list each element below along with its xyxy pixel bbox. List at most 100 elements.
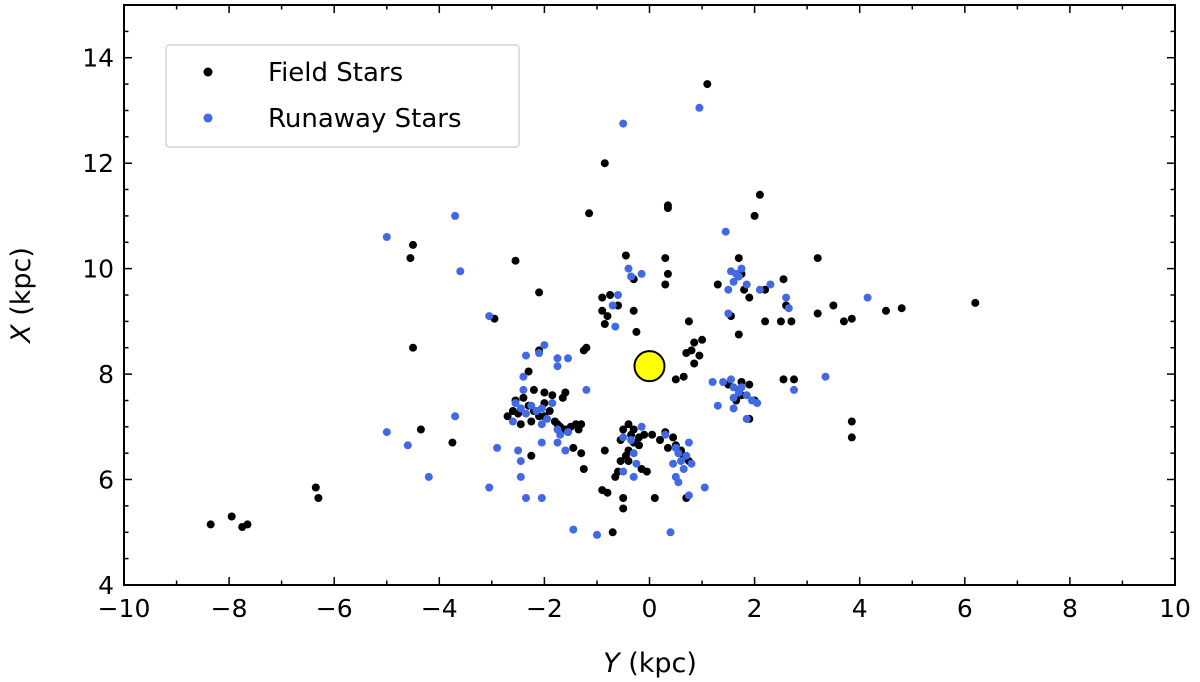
field-stars-point xyxy=(577,449,586,458)
field-stars-point xyxy=(548,391,557,400)
field-stars-point xyxy=(527,451,536,460)
field-stars-point xyxy=(750,211,759,220)
y-tick-label: 12 xyxy=(82,149,114,178)
field-stars-point xyxy=(409,240,417,249)
field-stars-point xyxy=(608,528,617,537)
field-stars-point xyxy=(524,367,533,376)
runaway-stars-point xyxy=(637,422,646,431)
field-stars-point xyxy=(503,412,512,421)
runaway-stars-point xyxy=(543,414,551,423)
runaway-stars-point xyxy=(742,391,751,400)
runaway-stars-point xyxy=(540,341,549,350)
field-stars-point xyxy=(519,393,528,402)
field-stars-point xyxy=(734,254,743,263)
x-tick-label: 0 xyxy=(642,594,658,623)
field-stars-point xyxy=(745,380,754,389)
runaway-stars-point xyxy=(493,443,502,452)
runaway-stars-point xyxy=(508,417,517,426)
x-axis-label: Y (kpc) xyxy=(603,648,697,679)
field-stars-point xyxy=(206,520,215,529)
x-tick-label: 4 xyxy=(852,594,868,623)
field-stars-point xyxy=(606,291,615,299)
runaway-stars-point xyxy=(527,401,536,410)
field-stars-point xyxy=(642,467,651,476)
field-stars-point xyxy=(603,312,612,321)
runaway-stars-point xyxy=(729,277,738,286)
legend-marker-runaway-stars xyxy=(203,113,213,123)
field-stars-point xyxy=(416,425,425,434)
runaway-stars-point xyxy=(537,420,546,429)
runaway-stars-point xyxy=(755,285,764,294)
runaway-stars-point xyxy=(737,264,746,273)
runaway-stars-point xyxy=(684,438,693,447)
field-stars-point xyxy=(619,504,628,513)
legend: Field Stars Runaway Stars xyxy=(165,44,520,148)
field-stars-point xyxy=(243,520,252,529)
runaway-stars-point xyxy=(451,412,460,421)
field-stars-point xyxy=(779,375,788,384)
field-stars-point xyxy=(882,306,890,315)
runaway-stars-point xyxy=(382,428,391,437)
runaway-stars-point xyxy=(614,291,622,299)
field-stars-point xyxy=(661,280,670,289)
field-stars-point xyxy=(847,314,856,323)
x-tick-label: −6 xyxy=(316,594,353,623)
legend-label-field-stars: Field Stars xyxy=(268,58,403,88)
field-stars-point xyxy=(897,304,906,313)
field-stars-point xyxy=(616,457,625,466)
runaway-stars-point xyxy=(403,441,412,450)
runaway-stars-point xyxy=(674,478,683,487)
x-tick-label: 10 xyxy=(1159,594,1191,623)
y-axis-label: X (kpc) xyxy=(6,247,37,345)
field-stars-point xyxy=(648,430,657,439)
runaway-stars-point xyxy=(537,404,546,413)
runaway-stars-point xyxy=(724,309,733,318)
field-stars-point xyxy=(632,327,641,336)
field-stars-point xyxy=(663,204,672,212)
runaway-stars-point xyxy=(729,404,738,413)
field-stars-point xyxy=(406,254,415,263)
field-stars-point xyxy=(629,306,638,315)
runaway-stars-point xyxy=(619,433,628,442)
x-tick-label: 8 xyxy=(1062,594,1078,623)
field-stars-point xyxy=(650,494,659,502)
runaway-stars-point xyxy=(713,401,722,410)
runaway-stars-point xyxy=(627,272,636,281)
field-stars-point xyxy=(779,275,788,284)
runaway-stars-point xyxy=(485,312,494,321)
field-stars-point xyxy=(745,293,754,302)
runaway-stars-point xyxy=(519,385,528,394)
runaway-stars-point xyxy=(682,451,691,460)
runaway-stars-point xyxy=(553,354,562,363)
field-stars-point xyxy=(227,512,236,521)
x-tick-label: −2 xyxy=(526,594,563,623)
field-stars-point xyxy=(813,309,822,318)
field-stars-point xyxy=(619,494,628,502)
runaway-stars-point xyxy=(582,385,591,394)
runaway-stars-point xyxy=(687,459,696,468)
runaway-stars-point xyxy=(708,378,717,386)
legend-marker-field-stars xyxy=(203,67,213,77)
runaway-stars-point xyxy=(451,211,460,220)
field-stars-point xyxy=(656,436,664,444)
field-stars-point xyxy=(579,465,588,473)
runaway-stars-point xyxy=(619,119,628,128)
runaway-stars-point xyxy=(514,446,523,455)
runaway-stars-point xyxy=(737,383,746,392)
x-tick-label: −10 xyxy=(98,594,151,623)
runaway-stars-point xyxy=(553,362,562,371)
sun-marker-layer xyxy=(633,350,666,383)
runaway-stars-point xyxy=(863,293,872,302)
runaway-stars-point xyxy=(564,428,572,437)
field-stars-point xyxy=(776,317,785,326)
runaway-stars-point xyxy=(700,483,709,492)
field-stars-point xyxy=(971,298,980,307)
runaway-stars-point xyxy=(561,446,570,455)
runaway-stars-point xyxy=(548,399,557,408)
runaway-stars-point xyxy=(669,459,678,468)
runaway-stars-point xyxy=(564,354,572,363)
field-stars-point xyxy=(600,320,609,328)
y-tick-label: 6 xyxy=(98,466,114,495)
field-stars-point xyxy=(558,393,567,402)
